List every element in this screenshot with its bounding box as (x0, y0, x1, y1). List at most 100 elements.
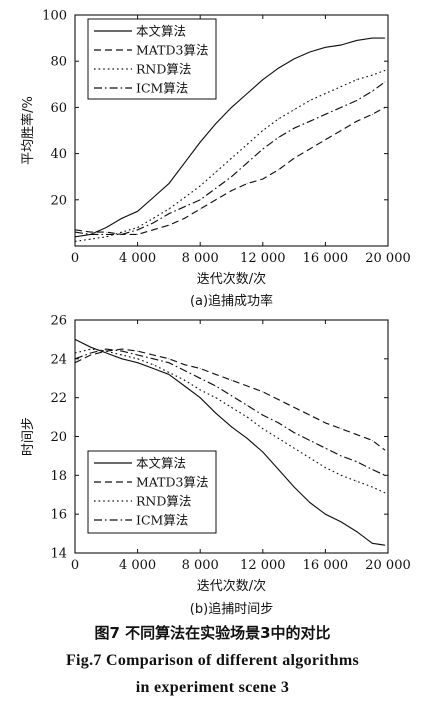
series-line-4 (74, 81, 386, 235)
x-axis-label: 迭代次数/次 (197, 578, 266, 594)
data-point (121, 354, 123, 356)
data-point (137, 350, 139, 352)
y-tick-label: 22 (50, 391, 67, 406)
data-point (184, 162, 185, 164)
x-tick-label: 20 000 (365, 558, 411, 573)
data-point (246, 405, 248, 406)
data-point (168, 213, 170, 215)
data-point (293, 58, 295, 60)
data-point (293, 486, 295, 488)
data-point (246, 143, 248, 145)
data-point (137, 210, 139, 212)
data-point (168, 358, 170, 360)
data-point (340, 107, 342, 108)
data-point (231, 379, 232, 381)
data-point (325, 422, 326, 424)
data-point (262, 428, 264, 430)
x-tick-label: 16 000 (303, 558, 349, 573)
data-point (199, 368, 201, 369)
x-axis-label: 迭代次数/次 (197, 271, 266, 287)
data-point (384, 492, 386, 494)
x-tick-label: 0 (71, 251, 79, 266)
data-point (309, 120, 311, 122)
data-point (356, 480, 358, 482)
legend-label: 本文算法 (136, 456, 186, 471)
x-tick-label: 12 000 (240, 558, 286, 573)
data-point (121, 231, 123, 233)
figure-caption-en-line1: Fig.7 Comparison of different algorithms (65, 652, 359, 669)
data-point (215, 171, 217, 173)
data-point (137, 354, 139, 356)
data-point (74, 240, 76, 242)
data-point (278, 399, 279, 401)
data-point (74, 352, 76, 354)
data-point (74, 362, 76, 364)
data-point (152, 368, 154, 369)
data-point (121, 348, 123, 350)
data-point (278, 137, 279, 138)
data-point (384, 37, 386, 39)
data-point (309, 502, 311, 503)
data-point (371, 113, 373, 115)
data-point (184, 370, 185, 371)
plot-frame (74, 14, 389, 247)
data-point (184, 364, 185, 366)
x-tick-label: 4 000 (119, 251, 156, 266)
data-point (231, 157, 232, 159)
data-point (152, 358, 154, 360)
data-point (105, 231, 107, 233)
data-point (309, 148, 311, 150)
y-tick-label: 100 (42, 9, 67, 24)
data-point (246, 385, 248, 387)
data-point (90, 346, 92, 348)
data-point (371, 37, 373, 39)
y-axis-label: 平均胜率/% (20, 96, 36, 165)
data-point (309, 457, 311, 459)
data-point (215, 373, 217, 375)
legend-label: ICM算法 (136, 81, 188, 96)
data-point (121, 234, 123, 235)
data-point (340, 428, 342, 430)
data-point (246, 162, 248, 164)
data-point (90, 234, 92, 235)
chart-a-success-rate: 0 4 000 8 000 12 000 16 000 20 000 20 40 60 80 100… (20, 9, 411, 310)
data-point (293, 127, 295, 129)
data-point (371, 439, 373, 441)
data-point (231, 395, 232, 397)
data-point (137, 362, 139, 364)
data-point (262, 79, 264, 81)
data-point (384, 107, 386, 108)
data-point (278, 469, 279, 470)
x-tick-label: 8 000 (182, 558, 219, 573)
data-point (278, 67, 279, 69)
x-tick-label: 20 000 (365, 251, 411, 266)
data-point (121, 350, 123, 352)
data-point (215, 187, 217, 189)
data-point (356, 79, 358, 81)
data-point (184, 197, 185, 198)
data-point (371, 74, 373, 76)
data-point (231, 190, 232, 191)
data-point (199, 377, 201, 379)
data-point (199, 389, 201, 391)
data-point (262, 391, 264, 393)
data-point (152, 229, 154, 231)
data-point (105, 234, 107, 235)
data-point (246, 183, 248, 185)
data-point (384, 70, 386, 71)
data-point (293, 157, 295, 159)
data-point (90, 231, 92, 233)
data-point (262, 451, 264, 453)
data-point (340, 86, 342, 88)
data-point (293, 432, 295, 434)
data-point (105, 227, 107, 228)
x-tick-label: 16 000 (303, 251, 349, 266)
data-point (340, 455, 342, 457)
y-tick-label: 24 (50, 352, 67, 367)
data-point (384, 81, 386, 83)
data-point (371, 542, 373, 544)
data-point (74, 229, 76, 231)
data-point (152, 197, 154, 198)
data-point (105, 348, 107, 350)
